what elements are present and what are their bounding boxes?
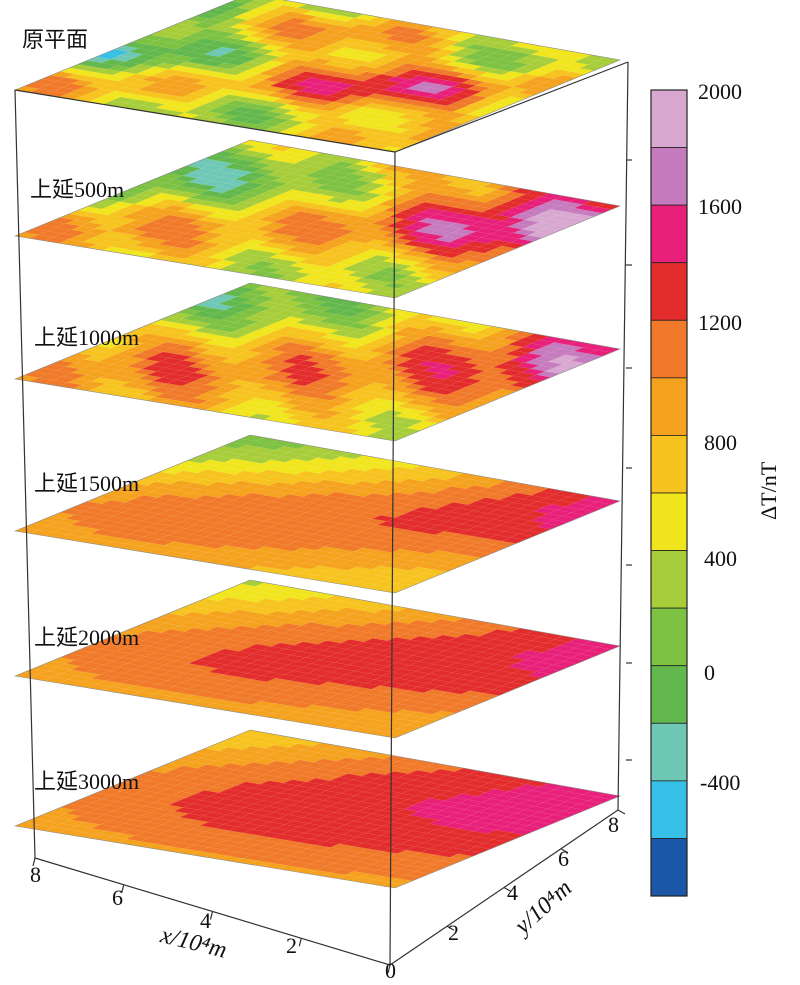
y-ticks — [446, 809, 626, 931]
colorbar-swatch-9 — [650, 607, 688, 667]
x-tick-8: 8 — [30, 862, 41, 887]
colorbar-swatch-13 — [650, 838, 688, 897]
colorbar-swatch-4 — [650, 319, 688, 379]
x-ticks — [32, 857, 391, 974]
x-tick-4: 4 — [200, 908, 211, 933]
colorbar — [650, 89, 688, 897]
colorbar-swatch-1 — [650, 147, 688, 206]
colorbar-title: ΔT/nT — [756, 461, 781, 520]
colorbar-swatch-11 — [650, 722, 688, 782]
colorbar-swatch-3 — [650, 262, 688, 321]
y-tick-2: 2 — [448, 920, 459, 945]
layer-label-3000m: 上延3000m — [34, 769, 140, 794]
colorbar-tick-1200: 1200 — [698, 310, 742, 335]
z-ticks — [626, 159, 632, 761]
colorbar-swatch-8 — [650, 550, 688, 609]
colorbar-swatch-12 — [650, 780, 688, 839]
colorbar-swatch-5 — [650, 377, 688, 436]
slice-5 — [15, 730, 620, 888]
colorbar-tick-1600: 1600 — [698, 194, 742, 219]
x-tick-6: 6 — [112, 885, 123, 910]
slice-outline-5 — [13, 729, 622, 889]
layer-label-500m: 上延500m — [30, 177, 125, 202]
slice-4 — [15, 580, 620, 738]
layer-label-1000m: 上延1000m — [34, 325, 140, 350]
slice-outline-2 — [13, 282, 622, 442]
slice-0 — [15, 0, 620, 152]
colorbar-tick-2000: 2000 — [698, 79, 742, 104]
colorbar-swatch-0 — [650, 89, 688, 148]
x-tick-0: 0 — [385, 958, 396, 983]
y-tick-4: 4 — [507, 880, 518, 905]
colorbar-swatch-7 — [650, 492, 688, 551]
colorbar-tick-0: 0 — [704, 660, 715, 685]
slice-1 — [15, 140, 620, 298]
colorbar-tick-neg400: -400 — [700, 770, 741, 795]
x-tick-2: 2 — [286, 933, 297, 958]
layer-label-1500m: 上延1500m — [34, 471, 140, 496]
colorbar-swatch-10 — [650, 665, 688, 724]
y-tick-8: 8 — [608, 812, 619, 837]
layer-label-2000m: 上延2000m — [34, 625, 140, 650]
y-tick-6: 6 — [558, 846, 569, 871]
slice-outline-3 — [13, 434, 622, 594]
slices — [13, 0, 622, 889]
colorbar-swatch-2 — [650, 204, 688, 264]
colorbar-swatch-6 — [650, 435, 688, 494]
colorbar-tick-800: 800 — [704, 430, 737, 455]
layer-label-original: 原平面 — [22, 27, 89, 52]
slice-2 — [15, 283, 620, 441]
slice-3 — [15, 435, 620, 593]
colorbar-tick-400: 400 — [704, 546, 737, 571]
slice-outline-1 — [13, 139, 622, 299]
